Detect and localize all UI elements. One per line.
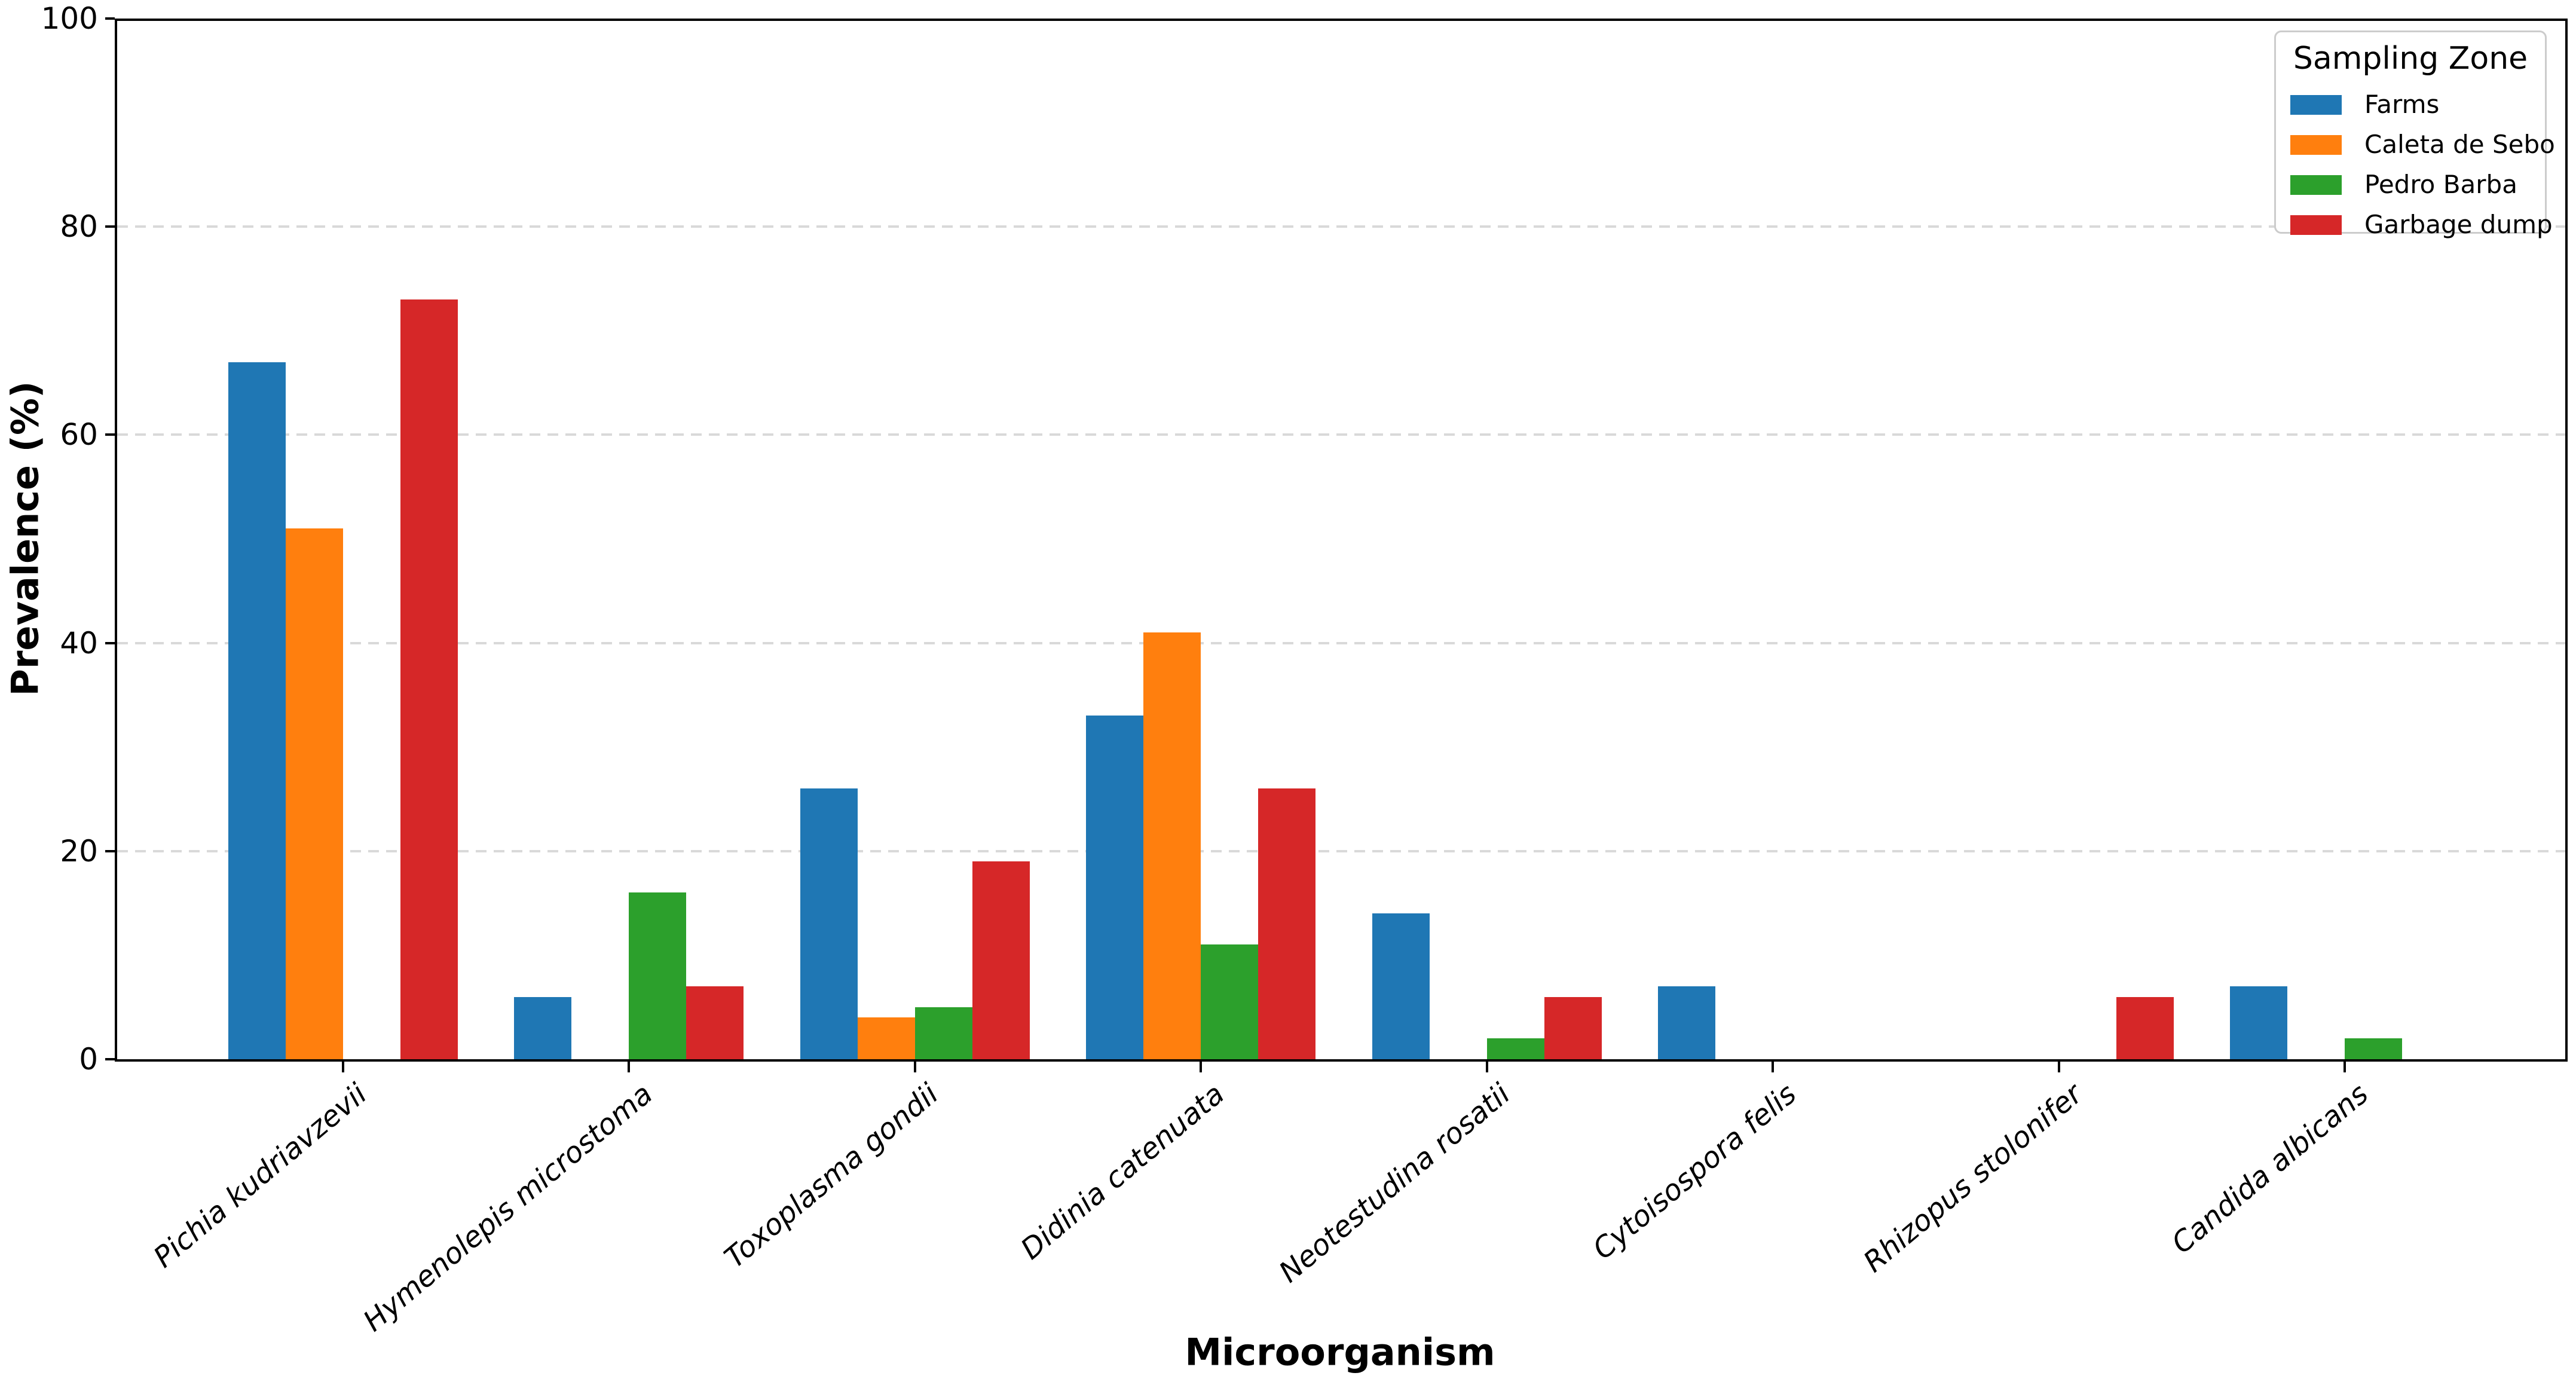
bar-garbage-dump-1 bbox=[400, 299, 458, 1059]
gridline-y-20 bbox=[117, 849, 2565, 852]
y-tick-label-80: 80 bbox=[60, 209, 98, 244]
legend-swatch-icon bbox=[2290, 215, 2342, 235]
top-spine bbox=[115, 19, 2568, 21]
bottom-spine bbox=[115, 1059, 2568, 1062]
legend-item-pedro-barba: Pedro Barba bbox=[2290, 170, 2531, 199]
y-tick-label-20: 20 bbox=[60, 833, 98, 869]
bar-farms-8 bbox=[2230, 986, 2287, 1059]
bar-pedro-barba-3 bbox=[914, 1007, 972, 1059]
y-tick-label-0: 0 bbox=[79, 1042, 98, 1077]
bar-caleta-de-sebo-3 bbox=[857, 1017, 915, 1059]
x-axis-label: Microorganism bbox=[1185, 1330, 1495, 1374]
x-tick-mark-3 bbox=[913, 1062, 916, 1072]
bar-garbage-dump-5 bbox=[1544, 996, 1602, 1059]
y-tick-mark-20 bbox=[105, 849, 115, 852]
bar-garbage-dump-3 bbox=[972, 861, 1030, 1059]
right-spine bbox=[2565, 19, 2568, 1062]
x-tick-label-3: Toxoplasma gondii bbox=[718, 1077, 945, 1275]
bar-farms-4 bbox=[1086, 716, 1144, 1059]
legend: Sampling Zone Farms Caleta de Sebo Pedro B… bbox=[2274, 30, 2555, 237]
x-tick-label-8: Candida albicans bbox=[2165, 1077, 2375, 1261]
y-tick-mark-100 bbox=[105, 17, 115, 20]
x-tick-label-2: Hymenolepis microstoma bbox=[357, 1077, 659, 1338]
gridline-y-60 bbox=[117, 433, 2565, 436]
x-tick-label-6: Cytoisospora felis bbox=[1586, 1077, 1803, 1267]
bar-pedro-barba-8 bbox=[2345, 1038, 2402, 1059]
bar-caleta-de-sebo-1 bbox=[286, 528, 343, 1059]
bar-farms-2 bbox=[514, 996, 572, 1059]
legend-item-garbage-dump: Garbage dump bbox=[2290, 212, 2553, 237]
y-tick-label-100: 100 bbox=[41, 1, 98, 36]
y-tick-mark-80 bbox=[105, 225, 115, 228]
y-tick-mark-60 bbox=[105, 433, 115, 436]
x-tick-mark-7 bbox=[2057, 1062, 2060, 1072]
left-spine bbox=[115, 19, 117, 1062]
bar-garbage-dump-7 bbox=[2116, 996, 2174, 1059]
x-tick-label-7: Rhizopus stolonifer bbox=[1857, 1077, 2089, 1279]
bar-farms-3 bbox=[800, 788, 858, 1059]
bar-farms-1 bbox=[228, 362, 286, 1059]
bar-garbage-dump-2 bbox=[686, 986, 744, 1059]
bar-caleta-de-sebo-4 bbox=[1143, 632, 1201, 1059]
x-tick-mark-8 bbox=[2344, 1062, 2346, 1072]
legend-label: Pedro Barba bbox=[2364, 170, 2517, 199]
legend-label: Caleta de Sebo bbox=[2364, 130, 2555, 159]
legend-label: Garbage dump bbox=[2364, 210, 2553, 239]
legend-swatch-icon bbox=[2290, 175, 2342, 195]
x-tick-mark-1 bbox=[342, 1062, 344, 1072]
x-tick-mark-5 bbox=[1485, 1062, 1488, 1072]
y-tick-mark-0 bbox=[105, 1058, 115, 1060]
y-axis-label: Prevalence (%) bbox=[3, 381, 47, 696]
gridline-y-80 bbox=[117, 225, 2565, 228]
x-tick-mark-4 bbox=[1200, 1062, 1203, 1072]
bar-garbage-dump-4 bbox=[1258, 788, 1316, 1059]
legend-swatch-icon bbox=[2290, 94, 2342, 115]
legend-title: Sampling Zone bbox=[2293, 41, 2528, 77]
legend-swatch-icon bbox=[2290, 134, 2342, 155]
y-tick-label-40: 40 bbox=[60, 625, 98, 661]
bar-pedro-barba-4 bbox=[1201, 944, 1259, 1059]
bar-pedro-barba-5 bbox=[1486, 1038, 1544, 1059]
bar-farms-5 bbox=[1372, 913, 1430, 1059]
gridline-y-40 bbox=[117, 641, 2565, 644]
legend-items: Farms Caleta de Sebo Pedro Barba Garbage du… bbox=[2290, 90, 2555, 237]
bar-pedro-barba-2 bbox=[629, 892, 687, 1059]
x-tick-mark-2 bbox=[628, 1062, 631, 1072]
x-tick-mark-6 bbox=[1772, 1062, 1775, 1072]
bar-farms-6 bbox=[1658, 986, 1716, 1059]
x-tick-label-4: Didinia catenuata bbox=[1014, 1077, 1231, 1267]
legend-item-farms: Farms bbox=[2290, 90, 2531, 119]
y-tick-label-60: 60 bbox=[60, 417, 98, 453]
legend-label: Farms bbox=[2364, 90, 2440, 119]
x-tick-label-1: Pichia kudriavzevii bbox=[146, 1077, 373, 1274]
y-tick-mark-40 bbox=[105, 641, 115, 644]
legend-item-caleta-de-sebo: Caleta de Sebo bbox=[2290, 132, 2555, 157]
x-tick-label-5: Neotestudina rosatii bbox=[1272, 1077, 1517, 1289]
